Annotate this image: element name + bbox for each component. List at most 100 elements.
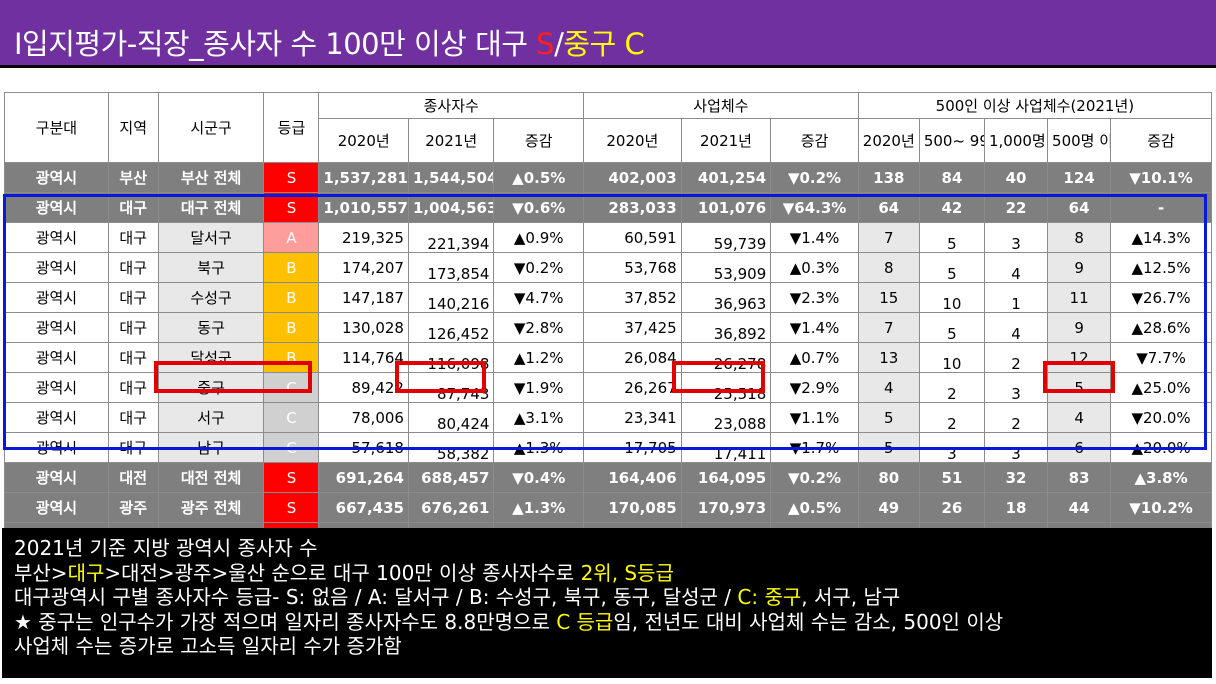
cell-district: 대구 전체 bbox=[157, 192, 265, 223]
cell-big2020: 80 bbox=[857, 462, 920, 493]
cell-empchg: ▲1.3% bbox=[493, 492, 585, 523]
cell-gubun: 광역시 bbox=[4, 342, 109, 373]
cell-grade: B bbox=[263, 252, 320, 283]
cell-grade: S bbox=[263, 492, 320, 523]
cell-emp2021: 58,382 bbox=[407, 432, 495, 463]
cell-gubun: 광역시 bbox=[4, 432, 109, 463]
cell-gubun: 광역시 bbox=[4, 402, 109, 433]
cell-emp2020: 174,207 bbox=[318, 252, 409, 283]
cell-biz2020: 170,085 bbox=[583, 492, 682, 523]
cell-big2020: 15 bbox=[857, 282, 920, 313]
cell-bizchg: ▼2.3% bbox=[770, 282, 859, 313]
table-row: 광역시 대전 대전 전체 S 691,264 688,457 ▼0.4% 164,406 164… bbox=[4, 462, 1212, 493]
cell-biz2021: 53,909 bbox=[680, 252, 772, 283]
cell-emp2021: 87,743 bbox=[407, 372, 495, 403]
cell-big2020: 5 bbox=[857, 432, 920, 463]
cell-b500up: 64 bbox=[1047, 192, 1112, 223]
title-grade-c: 중구 C bbox=[563, 27, 645, 61]
cell-b1000: 40 bbox=[983, 162, 1049, 193]
cell-b500: 51 bbox=[918, 462, 985, 493]
cell-big2020: 13 bbox=[857, 342, 920, 373]
note-3a: 대구광역시 구별 종사자수 등급- S: 없음 / A: 달서구 / B: 수성… bbox=[14, 585, 738, 609]
cell-b500: 2 bbox=[918, 402, 985, 433]
note-2b: 대구 bbox=[67, 560, 105, 585]
cell-gubun: 광역시 bbox=[4, 192, 109, 223]
cell-b500: 10 bbox=[918, 342, 985, 373]
cell-biz2021: 23,088 bbox=[680, 402, 772, 433]
table-row: 광역시 대구 달서구 A 219,325 221,394 ▲0.9% 60,591 59,739… bbox=[4, 222, 1212, 253]
summary-notes: 2021년 기준 지방 광역시 종사자 수 부산>대구>대전>광주>울산 순으로… bbox=[2, 528, 1212, 678]
cell-district: 대전 전체 bbox=[157, 462, 265, 493]
cell-biz2020: 26,267 bbox=[583, 372, 682, 403]
note-line-3: 대구광역시 구별 종사자수 등급- S: 없음 / A: 달서구 / B: 수성… bbox=[14, 585, 1200, 610]
header-emp-2020: 2020년 bbox=[318, 118, 409, 163]
cell-b500: 10 bbox=[918, 282, 985, 313]
cell-biz2021: 170,973 bbox=[680, 492, 772, 523]
cell-biz2021: 17,411 bbox=[680, 432, 772, 463]
cell-b500: 3 bbox=[918, 432, 985, 463]
cell-region: 대구 bbox=[107, 402, 159, 433]
cell-emp2020: 1,537,281 bbox=[318, 162, 409, 193]
cell-grade: A bbox=[263, 222, 320, 253]
cell-big2020: 7 bbox=[857, 222, 920, 253]
cell-bizchg: ▲0.7% bbox=[770, 342, 859, 373]
table-row: 광역시 대구 달성군 B 114,764 116,098 ▲1.2% 26,084 26,278… bbox=[4, 342, 1212, 373]
header-500-plus: 500명 이상 bbox=[1047, 118, 1112, 163]
table-row: 광역시 대구 남구 C 57,618 58,382 ▲1.3% 17,705 17,411 ▼1.… bbox=[4, 432, 1212, 463]
cell-district: 남구 bbox=[157, 432, 265, 463]
cell-big2020: 49 bbox=[857, 492, 920, 523]
cell-b1000: 2 bbox=[983, 402, 1049, 433]
cell-emp2020: 57,618 bbox=[318, 432, 409, 463]
cell-region: 대구 bbox=[107, 312, 159, 343]
cell-chg2: ▼10.1% bbox=[1110, 162, 1212, 193]
cell-biz2020: 26,084 bbox=[583, 342, 682, 373]
cell-biz2020: 37,425 bbox=[583, 312, 682, 343]
cell-empchg: ▼4.7% bbox=[493, 282, 585, 313]
cell-b1000: 3 bbox=[983, 372, 1049, 403]
cell-big2020: 138 bbox=[857, 162, 920, 193]
cell-b500up: 6 bbox=[1047, 432, 1112, 463]
cell-grade: B bbox=[263, 342, 320, 373]
header-district: 시군구 bbox=[157, 92, 265, 163]
cell-empchg: ▼2.8% bbox=[493, 312, 585, 343]
cell-gubun: 광역시 bbox=[4, 162, 109, 193]
cell-gubun: 광역시 bbox=[4, 282, 109, 313]
cell-emp2021: 688,457 bbox=[407, 462, 495, 493]
cell-bizchg: ▼0.2% bbox=[770, 162, 859, 193]
cell-emp2020: 147,187 bbox=[318, 282, 409, 313]
cell-biz2021: 164,095 bbox=[680, 462, 772, 493]
header-biz-2020: 2020년 bbox=[583, 118, 682, 163]
table-row: 광역시 광주 광주 전체 S 667,435 676,261 ▲1.3% 170,085 170… bbox=[4, 492, 1212, 523]
table-row: 광역시 대구 수성구 B 147,187 140,216 ▼4.7% 37,852 36,963… bbox=[4, 282, 1212, 313]
cell-grade: B bbox=[263, 282, 320, 313]
note-line-4: ★ 중구는 인구수가 가장 적으며 일자리 종사자수도 8.8만명으로 C 등급… bbox=[14, 610, 1200, 635]
cell-grade: B bbox=[263, 312, 320, 343]
note-2c: >대전>광주>울산 순으로 대구 100만 이상 종사자수로 bbox=[104, 560, 581, 585]
cell-big2020: 8 bbox=[857, 252, 920, 283]
cell-emp2021: 1,544,504 bbox=[407, 162, 495, 193]
cell-empchg: ▼1.9% bbox=[493, 372, 585, 403]
slide-title: I입지평가-직장_종사자 수 100만 이상 대구 S/중구 C bbox=[14, 26, 645, 62]
cell-b1000: 3 bbox=[983, 432, 1049, 463]
header-businesses: 사업체수 bbox=[583, 92, 859, 119]
header-grade: 등급 bbox=[263, 92, 320, 163]
cell-biz2021: 59,739 bbox=[680, 222, 772, 253]
cell-bizchg: ▲0.5% bbox=[770, 492, 859, 523]
cell-biz2020: 402,003 bbox=[583, 162, 682, 193]
cell-district: 동구 bbox=[157, 312, 265, 343]
cell-emp2021: 221,394 bbox=[407, 222, 495, 253]
cell-biz2021: 101,076 bbox=[680, 192, 772, 223]
note-4c: 임, 전년도 대비 사업체 수는 감소, 500인 이상 bbox=[613, 609, 1004, 634]
note-line-1: 2021년 기준 지방 광역시 종사자 수 bbox=[14, 536, 318, 560]
cell-region: 대구 bbox=[107, 432, 159, 463]
title-slash: / bbox=[554, 27, 564, 61]
cell-bizchg: ▼1.4% bbox=[770, 312, 859, 343]
cell-bizchg: ▼0.2% bbox=[770, 462, 859, 493]
cell-district: 서구 bbox=[157, 402, 265, 433]
cell-chg2: ▼20.0% bbox=[1110, 402, 1212, 433]
header-emp-change: 증감 bbox=[493, 118, 585, 163]
cell-b500: 5 bbox=[918, 252, 985, 283]
employment-table: 구분대 지역 시군구 등급 종사자수 사업체수 500인 이상 사업체수(202… bbox=[4, 92, 1213, 553]
cell-empchg: ▲1.3% bbox=[493, 432, 585, 463]
cell-b500up: 83 bbox=[1047, 462, 1112, 493]
